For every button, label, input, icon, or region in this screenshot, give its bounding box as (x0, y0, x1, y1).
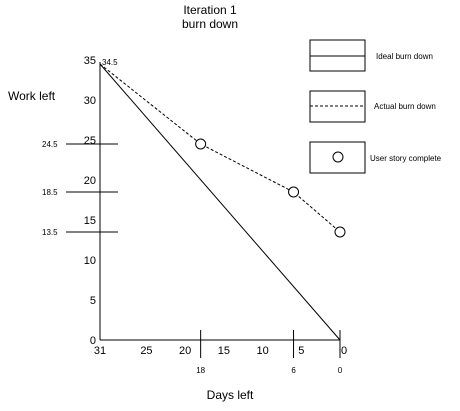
legend-ideal-label: Ideal burn down (376, 52, 433, 61)
y-tick-label: 20 (84, 175, 96, 187)
y-tick-label: 35 (84, 55, 96, 67)
x-tick-label: 15 (218, 345, 230, 357)
y-tick-label: 0 (90, 335, 96, 347)
story-complete-point (195, 138, 207, 150)
y-tick-label: 5 (90, 295, 96, 307)
x-tick-label: 31 (94, 345, 106, 357)
y-tick-label: 15 (84, 215, 96, 227)
legend-story-label: User story complete (370, 154, 442, 163)
day-marker-label: 0 (338, 366, 343, 375)
x-tick-label: 5 (298, 345, 304, 357)
story-complete-point (288, 186, 300, 198)
legend: Ideal burn down Actual burn down User st… (309, 39, 442, 174)
y-tick-label: 10 (84, 255, 96, 267)
y-tick-label: 25 (84, 135, 96, 147)
day-marker-label: 6 (291, 366, 296, 375)
legend-actual-label: Actual burn down (374, 102, 436, 111)
x-tick-label: 0 (341, 345, 347, 357)
ideal-burn-down-line (99, 63, 341, 341)
chart-title-line1: Iteration 1 (183, 3, 237, 17)
y-tick-label: 30 (84, 95, 96, 107)
work-marker-label: 18.5 (42, 188, 58, 197)
x-tick-label: 10 (256, 345, 268, 357)
chart-title-line2: burn down (182, 17, 238, 31)
x-tick-label: 20 (179, 345, 191, 357)
actual-burn-down-line (99, 63, 341, 233)
work-marker-label: 24.5 (42, 140, 58, 149)
x-tick-label: 25 (140, 345, 152, 357)
x-axis-label: Days left (207, 388, 254, 402)
y-axis-label: Work left (8, 89, 56, 103)
work-marker-label: 13.5 (42, 228, 58, 237)
start-value-label: 34.5 (102, 58, 118, 67)
story-complete-point (334, 226, 346, 238)
legend-story-marker (332, 151, 344, 163)
day-marker-label: 18 (196, 366, 205, 375)
